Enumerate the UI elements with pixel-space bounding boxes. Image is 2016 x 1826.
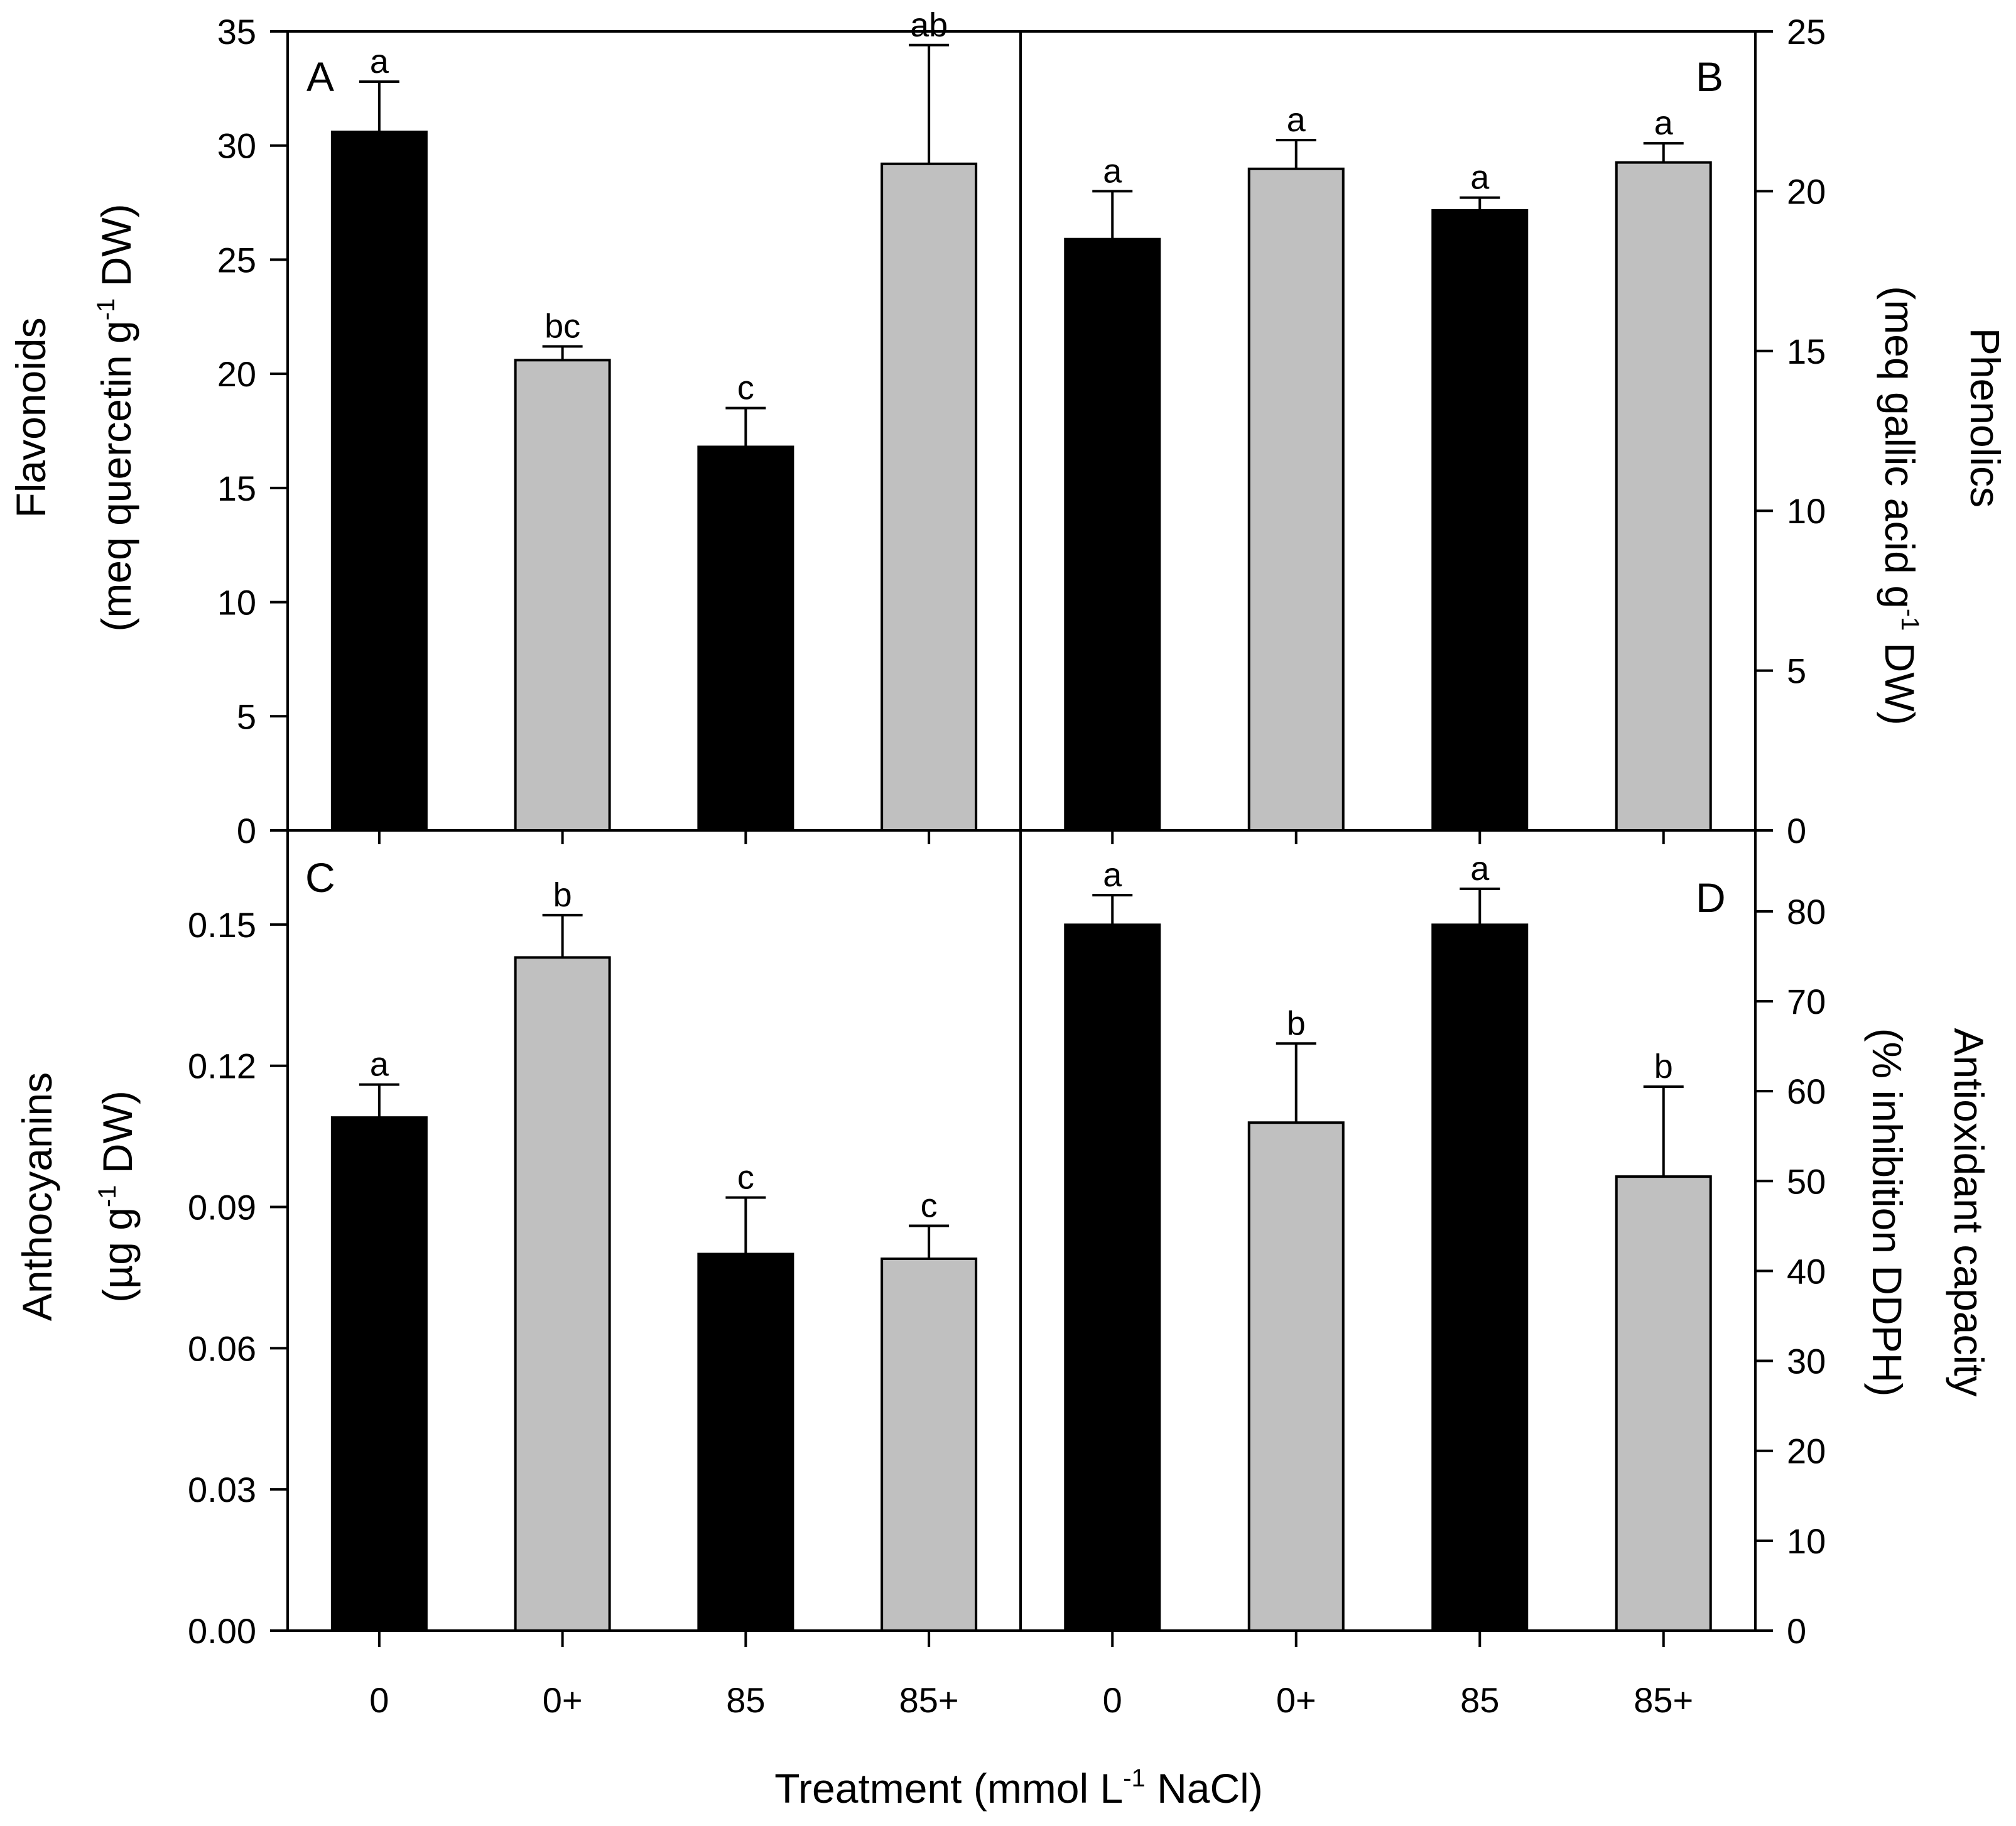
panel-c-ytick-label-2: 0.06: [188, 1329, 256, 1368]
panel-a-ytick-label-0: 0: [237, 811, 256, 851]
panel-d-sig-letter-2: a: [1470, 850, 1490, 888]
panel-d-frame: [1019, 829, 1757, 1632]
panel-d-bar-1: [1247, 1121, 1345, 1632]
panel-b-ytick-label-1: 5: [1787, 651, 1806, 691]
x-axis-left: 0 0+ 85 85+: [369, 830, 959, 1720]
panel-d-ytick-label-3: 30: [1787, 1342, 1826, 1381]
panel-d-bar-0: [1064, 923, 1161, 1632]
x-tick-label-left-0: 0: [369, 1680, 389, 1720]
panel-a-sig-letter-2: c: [737, 369, 754, 407]
panel-d-ytick-label-6: 60: [1787, 1072, 1826, 1111]
panel-c-sig-letter-1: b: [553, 876, 572, 914]
panel-d-ytick-label-8: 80: [1787, 892, 1826, 932]
panel-c-sig-letter-2: c: [737, 1159, 754, 1197]
panel-d-ylabel-line1: Antioxidant capacity: [1946, 1028, 1992, 1396]
panel-b-sig-letter-3: a: [1654, 104, 1674, 142]
panel-d-ytick-label-5: 50: [1787, 1161, 1826, 1201]
panel-c-bar-2: [697, 1253, 794, 1632]
panel-b-bar-3: [1615, 161, 1712, 832]
panel-b-sig-letter-1: a: [1287, 101, 1306, 139]
panel-b-bars: a a a a: [1064, 101, 1712, 832]
panel-c-ytick-label-5: 0.15: [188, 905, 256, 945]
panel-b-letter: B: [1696, 53, 1723, 100]
panel-b-ylabel-line1: Phenolics: [1962, 328, 2008, 508]
x-tick-label-left-1: 0+: [543, 1680, 583, 1720]
panel-a-ylabel-line1: Flavonoids: [8, 317, 54, 518]
panel-a-ytick-label-6: 30: [217, 126, 256, 166]
panel-b-ytick-label-2: 10: [1787, 491, 1826, 531]
panel-c-bar-3: [881, 1257, 978, 1632]
panel-d-ytick-label-2: 20: [1787, 1432, 1826, 1471]
panel-a-letter: A: [306, 53, 334, 100]
panel-c-sig-letter-0: a: [370, 1046, 389, 1084]
panel-b-ytick-label-3: 15: [1787, 332, 1826, 371]
panel-d-sig-letter-1: b: [1287, 1004, 1306, 1042]
panel-a-ytick-label-2: 10: [217, 583, 256, 622]
panel-a-bar-3: [881, 162, 978, 832]
panel-a-bar-2: [697, 445, 794, 832]
panel-b-ytick-label-5: 25: [1787, 12, 1826, 52]
panel-b-bar-0: [1064, 237, 1161, 832]
x-tick-label-left-3: 85+: [899, 1680, 959, 1720]
panel-d-bar-2: [1431, 923, 1529, 1632]
panel-a-sig-letter-0: a: [370, 43, 389, 80]
panel-a-ytick-label-4: 20: [217, 354, 256, 394]
x-tick-label-right-3: 85+: [1634, 1680, 1693, 1720]
panel-d-ytick-label-7: 70: [1787, 982, 1826, 1021]
x-tick-label-right-2: 85: [1460, 1680, 1499, 1720]
panel-b-y-axis: 0 5 10 15 20 25: [1755, 12, 1826, 851]
panel-b-bar-2: [1431, 209, 1529, 832]
x-tick-label-right-1: 0+: [1276, 1680, 1316, 1720]
panel-d-ytick-label-0: 0: [1787, 1611, 1806, 1651]
panel-c-ytick-label-1: 0.03: [188, 1470, 256, 1509]
panel-c-ytick-label-4: 0.12: [188, 1046, 256, 1086]
panel-d-bars: a b a b: [1064, 850, 1712, 1632]
panel-a-bar-1: [514, 359, 611, 832]
panel-c-letter: C: [305, 854, 335, 901]
panel-a-ytick-label-5: 25: [217, 240, 256, 280]
x-tick-label-right-0: 0: [1103, 1680, 1122, 1720]
panel-c-y-axis: 0.00 0.03 0.06 0.09 0.12 0.15: [188, 905, 288, 1651]
panel-a-y-axis: 0 5 10 15 20 25 30 35: [217, 12, 288, 851]
panel-a: a bc c ab 0 5 10 15 20 25 30 35 A Flavonoids (meq …: [8, 6, 1022, 851]
panel-d: a b a b 0 10 20 30 40 50 60 70 80 D Antioxidant cap…: [1019, 829, 1992, 1651]
panel-a-ytick-label-3: 15: [217, 469, 256, 508]
panel-c-ytick-label-0: 0.00: [188, 1611, 256, 1651]
panel-a-bars: a bc c ab: [330, 6, 978, 832]
panel-d-letter: D: [1696, 874, 1726, 921]
panel-c: a b c c 0.00 0.03 0.06 0.09 0.12 0.15 C Anthocya…: [14, 829, 1022, 1651]
panel-c-bars: a b c c: [330, 876, 978, 1633]
panel-c-ylabel-line2: (µg g-1 DW): [94, 1090, 141, 1303]
panel-d-bar-3: [1615, 1175, 1712, 1632]
panel-d-ytick-label-1: 10: [1787, 1521, 1826, 1561]
panel-b: a a a a 0 5 10 15 20 25 B Phenolics (meq gallic …: [1019, 12, 2008, 851]
x-axis-title: Treatment (mmol L-1 NaCl): [774, 1764, 1263, 1812]
panel-d-y-axis: 0 10 20 30 40 50 60 70 80: [1755, 892, 1826, 1651]
panel-b-sig-letter-0: a: [1103, 152, 1122, 190]
panel-b-sig-letter-2: a: [1470, 159, 1490, 197]
panel-b-bar-1: [1247, 167, 1345, 832]
panel-c-bar-1: [514, 956, 611, 1632]
panel-a-sig-letter-3: ab: [910, 6, 948, 44]
panel-a-ytick-label-7: 35: [217, 12, 256, 52]
panel-c-ytick-label-3: 0.09: [188, 1188, 256, 1227]
x-axis-right: 0 0+ 85 85+: [1103, 830, 1693, 1720]
panel-a-bar-0: [330, 130, 428, 832]
panel-b-ytick-label-0: 0: [1787, 811, 1806, 851]
panel-a-ytick-label-1: 5: [237, 697, 256, 736]
panel-a-ylabel-line2: (meq quercetin g-1 DW): [92, 204, 139, 631]
x-tick-label-left-2: 85: [726, 1680, 765, 1720]
panel-a-sig-letter-1: bc: [545, 308, 580, 345]
panel-d-sig-letter-0: a: [1103, 856, 1122, 894]
panel-c-ylabel-line1: Anthocyanins: [14, 1072, 60, 1321]
panel-c-bar-0: [330, 1116, 428, 1633]
panel-b-ytick-label-4: 20: [1787, 171, 1826, 211]
panel-d-ylabel-line2: (% inhibition DDPH): [1864, 1028, 1910, 1397]
panel-d-sig-letter-3: b: [1654, 1048, 1673, 1085]
panel-c-sig-letter-3: c: [921, 1187, 938, 1225]
panel-d-ytick-label-4: 40: [1787, 1251, 1826, 1291]
panel-b-ylabel-line2: (meq gallic acid g-1 DW): [1877, 286, 1924, 725]
